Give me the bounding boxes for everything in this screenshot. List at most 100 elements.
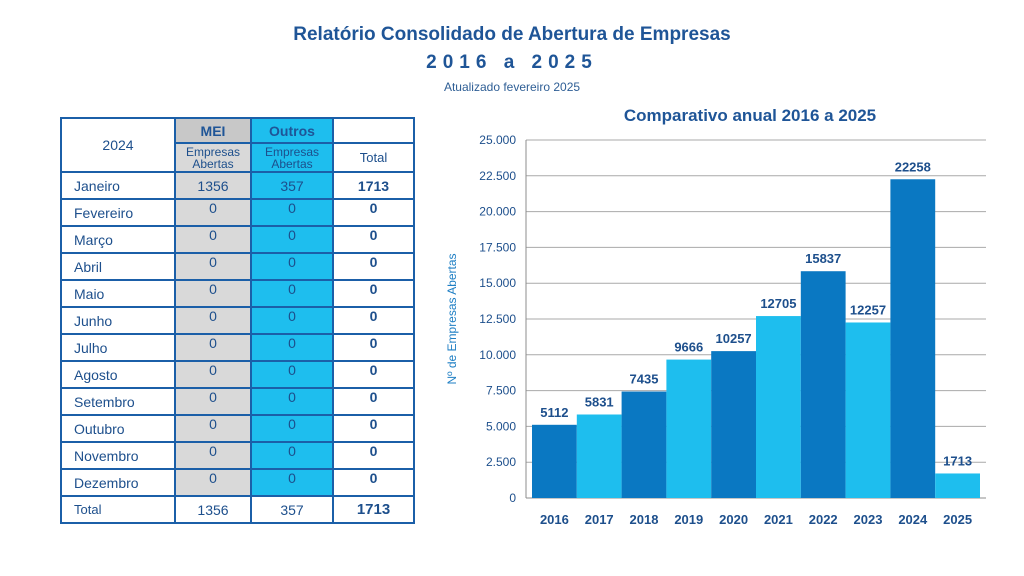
x-tick-label: 2023 xyxy=(854,512,883,527)
outros-cell: 0 xyxy=(250,198,334,227)
y-axis-label: Nº de Empresas Abertas xyxy=(445,253,459,384)
total-row-label: Total xyxy=(60,495,176,524)
outros-cell: 0 xyxy=(250,333,334,362)
y-tick-label: 2.500 xyxy=(486,455,516,469)
x-tick-label: 2018 xyxy=(630,512,659,527)
outros-cell: 0 xyxy=(250,468,334,497)
table-row: Junho 0 0 0 xyxy=(60,306,415,335)
y-tick-label: 15.000 xyxy=(479,276,516,290)
bar xyxy=(935,473,980,498)
bar xyxy=(800,271,846,498)
month-cell: Março xyxy=(60,225,176,254)
outros-subheader: Empresas Abertas xyxy=(250,142,334,173)
monthly-table: 2024 MEI Outros Empresas Abertas Empresa… xyxy=(60,117,415,524)
x-tick-label: 2021 xyxy=(764,512,793,527)
y-tick-label: 17.500 xyxy=(479,240,516,254)
y-tick-label: 10.000 xyxy=(479,348,516,362)
data-label: 5831 xyxy=(585,395,614,410)
total-cell: 0 xyxy=(332,441,415,470)
outros-sub-line2: Abertas xyxy=(271,156,313,171)
mei-cell: 0 xyxy=(174,387,252,416)
month-cell: Setembro xyxy=(60,387,176,416)
total-header: Total xyxy=(332,142,415,173)
table-row: Abril 0 0 0 xyxy=(60,252,415,281)
month-cell: Maio xyxy=(60,279,176,308)
bar xyxy=(621,391,667,498)
report-years: 2016 a 2025 xyxy=(426,52,598,73)
total-row-total: 1713 xyxy=(332,495,415,524)
mei-cell: 0 xyxy=(174,225,252,254)
bar xyxy=(756,316,801,498)
total-cell: 0 xyxy=(332,468,415,497)
mei-cell: 0 xyxy=(174,360,252,389)
outros-cell: 0 xyxy=(250,279,334,308)
mei-cell: 0 xyxy=(174,252,252,281)
total-row-outros: 357 xyxy=(250,495,334,524)
x-tick-label: 2019 xyxy=(674,512,703,527)
mei-sub-line1: Empresas xyxy=(185,144,241,159)
mei-sub-line2: Abertas xyxy=(192,156,234,171)
bar xyxy=(845,322,891,498)
total-cell: 0 xyxy=(332,414,415,443)
total-cell: 0 xyxy=(332,198,415,227)
report-title: Relatório Consolidado de Abertura de Emp… xyxy=(293,24,731,45)
table-row: Janeiro 1356 357 1713 xyxy=(60,171,415,200)
outros-cell: 0 xyxy=(250,252,334,281)
mei-subheader: Empresas Abertas xyxy=(174,142,252,173)
x-tick-label: 2024 xyxy=(898,512,928,527)
mei-cell: 0 xyxy=(174,441,252,470)
mei-cell: 0 xyxy=(174,468,252,497)
bar xyxy=(666,359,712,498)
bar xyxy=(576,414,622,498)
table-row: Agosto 0 0 0 xyxy=(60,360,415,389)
total-cell: 0 xyxy=(332,333,415,362)
data-label: 12257 xyxy=(850,302,886,317)
month-cell: Agosto xyxy=(60,360,176,389)
total-header-blank xyxy=(332,117,415,144)
data-label: 7435 xyxy=(630,372,659,387)
chart-title: Comparativo anual 2016 a 2025 xyxy=(623,106,877,125)
x-tick-label: 2016 xyxy=(540,512,569,527)
total-cell: 1713 xyxy=(332,171,415,200)
outros-cell: 0 xyxy=(250,414,334,443)
y-tick-label: 7.500 xyxy=(486,384,516,398)
data-label: 12705 xyxy=(760,296,796,311)
outros-cell: 0 xyxy=(250,441,334,470)
mei-cell: 0 xyxy=(174,279,252,308)
month-cell: Fevereiro xyxy=(60,198,176,227)
outros-cell: 357 xyxy=(250,171,334,200)
month-cell: Julho xyxy=(60,333,176,362)
table-row: Maio 0 0 0 xyxy=(60,279,415,308)
mei-cell: 1356 xyxy=(174,171,252,200)
data-label: 22258 xyxy=(895,159,931,174)
month-cell: Junho xyxy=(60,306,176,335)
y-tick-label: 25.000 xyxy=(479,133,516,147)
x-tick-label: 2022 xyxy=(809,512,838,527)
x-tick-label: 2020 xyxy=(719,512,748,527)
outros-sub-line1: Empresas xyxy=(264,144,320,159)
x-tick-label: 2017 xyxy=(585,512,614,527)
month-cell: Dezembro xyxy=(60,468,176,497)
y-tick-label: 5.000 xyxy=(486,419,516,433)
table-year: 2024 xyxy=(60,117,176,173)
total-cell: 0 xyxy=(332,279,415,308)
month-cell: Outubro xyxy=(60,414,176,443)
total-cell: 0 xyxy=(332,387,415,416)
y-tick-label: 12.500 xyxy=(479,312,516,326)
data-label: 9666 xyxy=(674,340,703,355)
outros-cell: 0 xyxy=(250,360,334,389)
table-row: Julho 0 0 0 xyxy=(60,333,415,362)
total-cell: 0 xyxy=(332,360,415,389)
total-cell: 0 xyxy=(332,306,415,335)
mei-cell: 0 xyxy=(174,198,252,227)
mei-header: MEI xyxy=(174,117,252,144)
data-label: 10257 xyxy=(716,331,752,346)
table-row: Fevereiro 0 0 0 xyxy=(60,198,415,227)
table-row: Setembro 0 0 0 xyxy=(60,387,415,416)
total-cell: 0 xyxy=(332,225,415,254)
total-cell: 0 xyxy=(332,252,415,281)
table-row: Novembro 0 0 0 xyxy=(60,441,415,470)
outros-cell: 0 xyxy=(250,306,334,335)
month-cell: Novembro xyxy=(60,441,176,470)
table-row: Outubro 0 0 0 xyxy=(60,414,415,443)
